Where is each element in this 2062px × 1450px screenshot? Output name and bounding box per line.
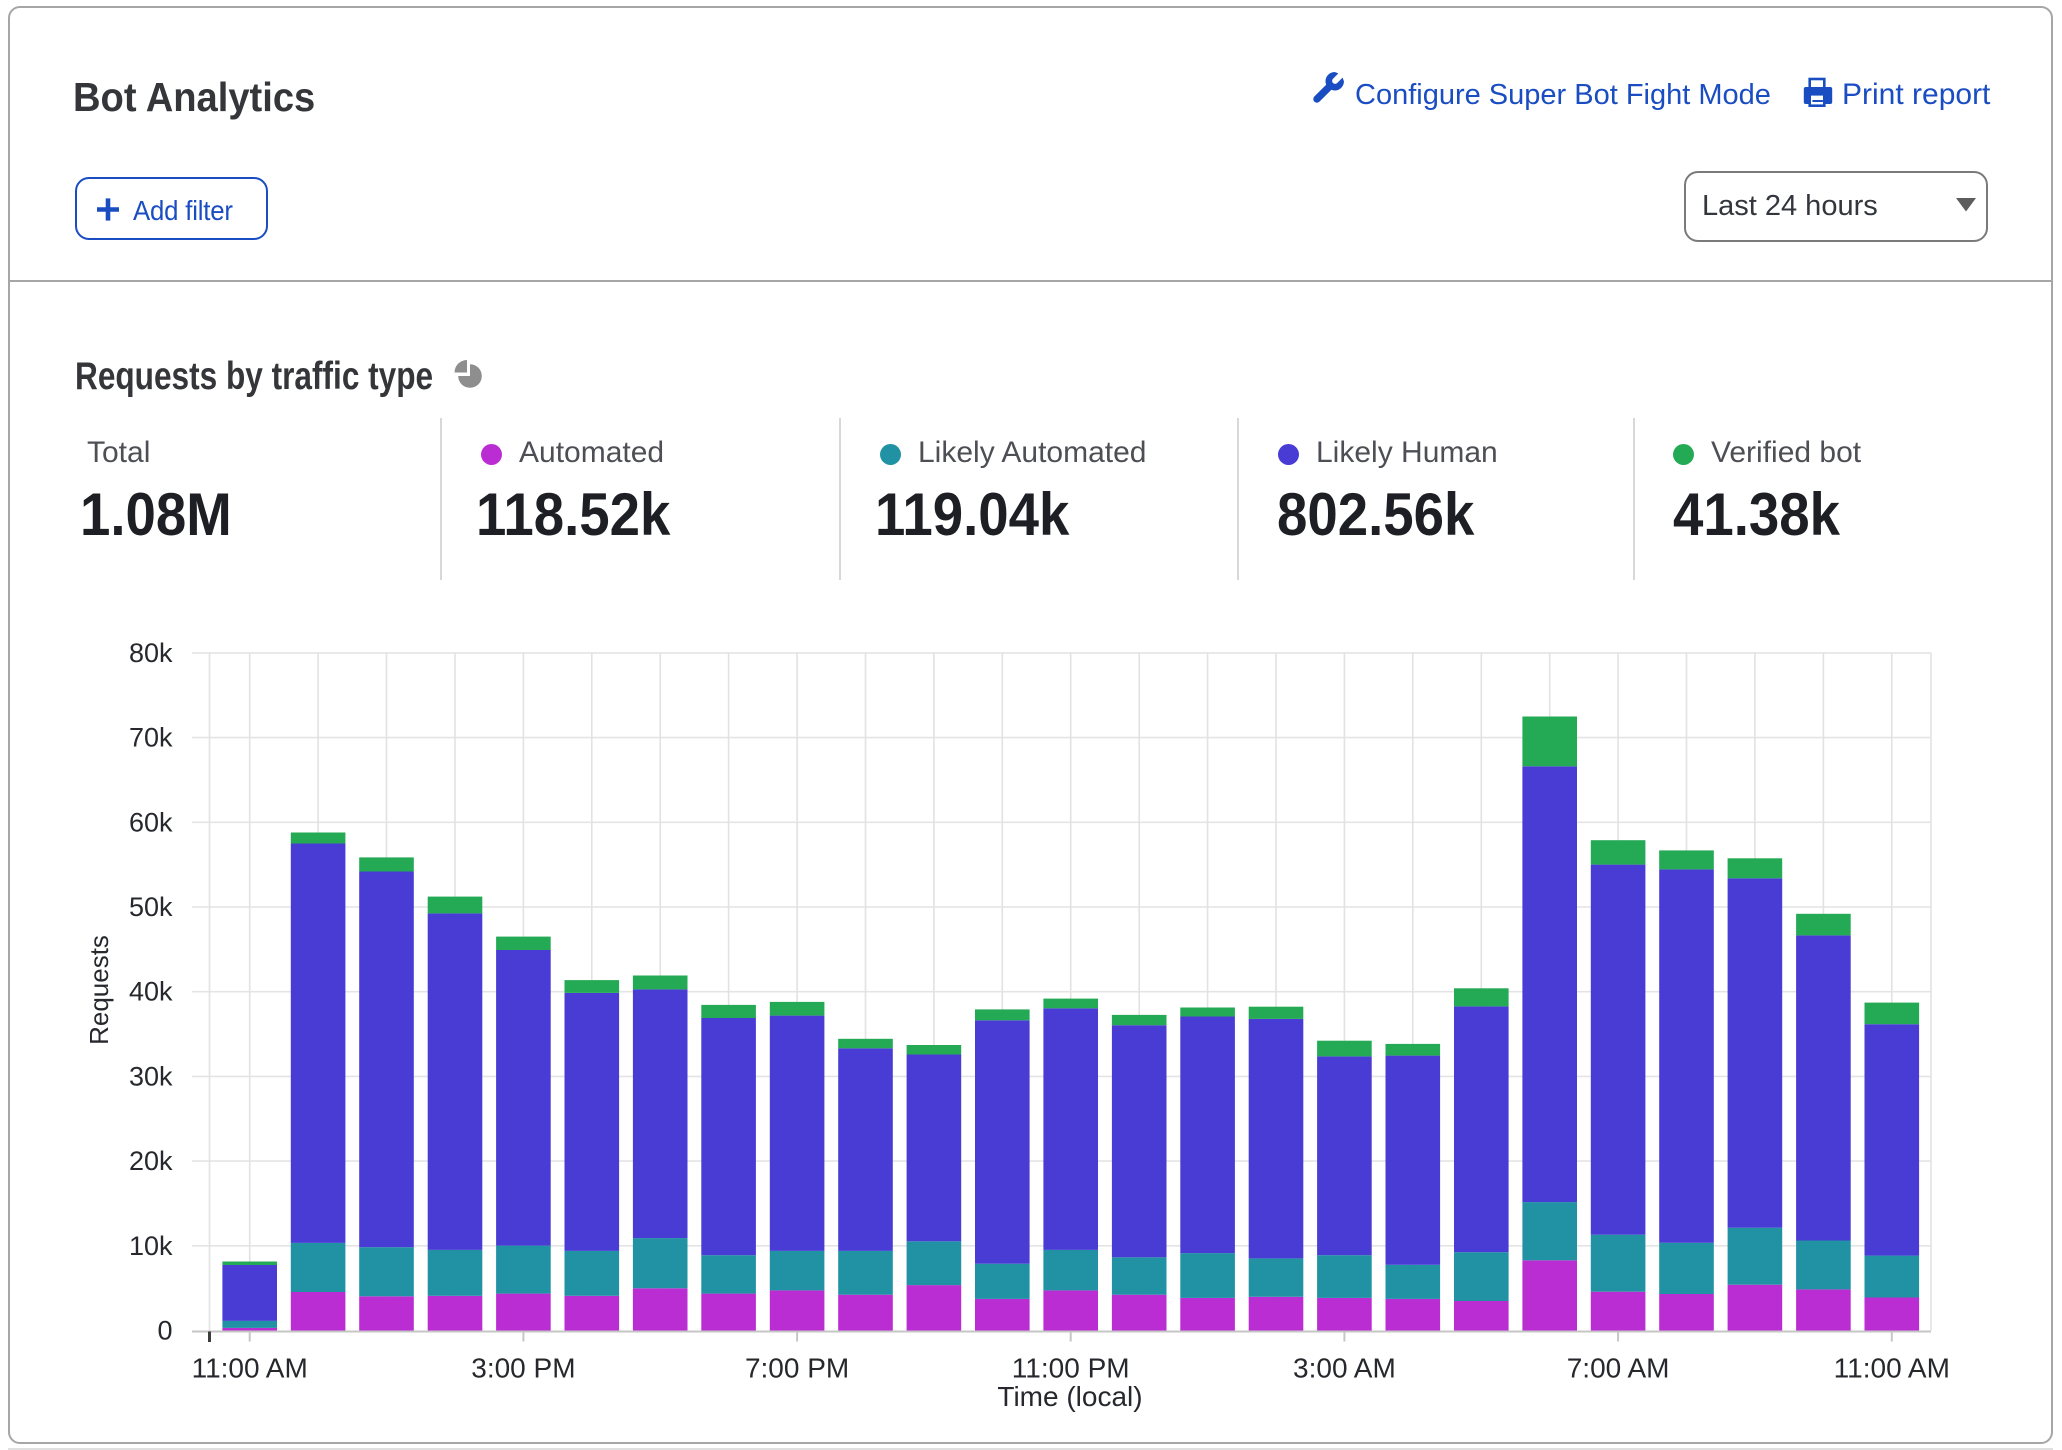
svg-text:Time (local): Time (local) (997, 1381, 1142, 1412)
svg-text:3:00 PM: 3:00 PM (471, 1353, 575, 1384)
svg-text:11:00 PM: 11:00 PM (1012, 1353, 1130, 1384)
svg-text:3:00 AM: 3:00 AM (1293, 1353, 1396, 1384)
svg-text:60k: 60k (129, 807, 173, 837)
svg-text:11:00 AM: 11:00 AM (192, 1353, 308, 1384)
svg-text:0: 0 (157, 1316, 172, 1346)
svg-text:40k: 40k (129, 977, 173, 1007)
svg-text:30k: 30k (129, 1061, 173, 1091)
svg-text:11:00 AM: 11:00 AM (1834, 1353, 1950, 1384)
svg-text:70k: 70k (129, 723, 173, 753)
svg-text:10k: 10k (129, 1231, 173, 1261)
svg-text:80k: 80k (129, 638, 173, 668)
svg-text:20k: 20k (129, 1146, 173, 1176)
svg-text:Requests: Requests (84, 935, 114, 1045)
svg-text:50k: 50k (129, 892, 173, 922)
svg-text:7:00 PM: 7:00 PM (745, 1353, 849, 1384)
svg-text:7:00 AM: 7:00 AM (1567, 1353, 1670, 1384)
